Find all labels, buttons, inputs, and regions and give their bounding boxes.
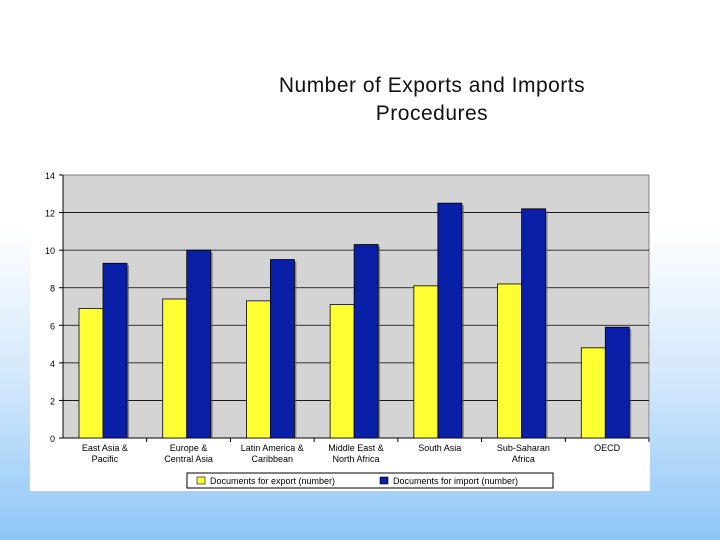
x-category-label: Pacific	[92, 454, 119, 464]
export-bar	[497, 283, 522, 439]
x-category-label: Caribbean	[252, 454, 294, 464]
slide-title-line-2: Procedures	[375, 102, 489, 125]
y-tick-label: 4	[50, 359, 55, 369]
import-bar	[604, 326, 630, 439]
y-tick-label: 2	[50, 396, 55, 406]
x-category-label: Africa	[512, 454, 535, 464]
x-category-label: Europe &	[170, 443, 208, 453]
y-tick-label: 14	[45, 171, 55, 181]
x-category-label: East Asia &	[82, 443, 128, 453]
x-category-label: Middle East &	[328, 443, 384, 453]
legend-swatch-export	[196, 476, 206, 485]
import-bar	[270, 259, 295, 439]
export-bar	[580, 347, 606, 439]
x-category-label: OECD	[594, 443, 621, 453]
import-bar	[353, 244, 379, 439]
y-tick-label: 6	[50, 321, 55, 331]
y-tick-label: 10	[45, 246, 55, 256]
legend-label-export: Documents for export (number)	[210, 476, 335, 486]
export-bar	[329, 304, 355, 439]
export-bar	[162, 298, 188, 439]
import-bar	[102, 262, 128, 439]
x-category-label: Latin America &	[241, 443, 304, 453]
chart-container: 0 2 4 6 8 10 12 14 East Asia & Pacific Europe & Cen…	[30, 165, 650, 491]
bar-chart: 0 2 4 6 8 10 12 14 East Asia &Pacific Europe &Cen…	[45, 171, 650, 489]
x-category-label: South Asia	[418, 443, 461, 453]
x-category-label: Sub-Saharan	[497, 443, 550, 453]
y-tick-label: 8	[50, 284, 55, 294]
import-bar	[521, 208, 546, 439]
export-bar	[246, 300, 271, 439]
legend-swatch-import	[379, 476, 389, 485]
legend-label-import: Documents for import (number)	[393, 476, 518, 486]
x-category-label: Central Asia	[164, 454, 213, 464]
export-bar	[78, 307, 104, 439]
slide-title: Number of Exports and Imports Procedures	[232, 72, 632, 128]
slide-title-line-1: Number of Exports and Imports	[278, 74, 586, 97]
import-bar	[186, 249, 212, 439]
import-bar	[437, 202, 463, 439]
x-category-label: North Africa	[332, 454, 379, 464]
y-tick-label: 12	[45, 209, 55, 219]
export-bar	[413, 285, 439, 439]
legend-box	[186, 472, 554, 489]
y-tick-label: 0	[50, 434, 55, 444]
